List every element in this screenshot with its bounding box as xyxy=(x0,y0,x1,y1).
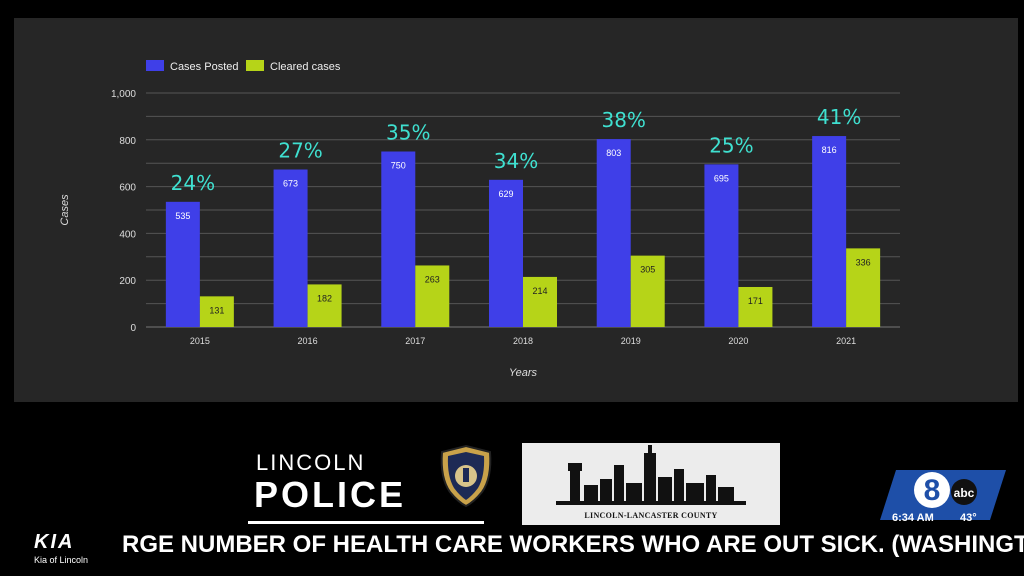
y-tick-label: 800 xyxy=(119,136,136,147)
bar-cleared-cases xyxy=(738,286,773,327)
bar-value-label: 214 xyxy=(532,286,547,296)
y-tick-label: 0 xyxy=(130,323,136,334)
bar-value-label: 629 xyxy=(498,189,513,199)
bar-value-label: 336 xyxy=(856,257,871,267)
lpd-underline xyxy=(248,521,484,524)
bar-value-label: 535 xyxy=(175,211,190,221)
bar-value-label: 305 xyxy=(640,265,655,275)
bar-cases-posted xyxy=(165,201,200,327)
bar-cases-posted xyxy=(596,139,631,327)
ticker-text: RGE NUMBER OF HEALTH CARE WORKERS WHO AR… xyxy=(122,531,1024,558)
bar-cases-posted xyxy=(381,151,416,327)
x-tick-label: 2019 xyxy=(621,336,641,346)
x-tick-label: 2021 xyxy=(836,336,856,346)
x-axis-label: Years xyxy=(509,367,538,379)
bar-cases-posted xyxy=(489,179,523,327)
clearance-percent-label: 35% xyxy=(386,121,430,145)
bar-value-label: 695 xyxy=(714,173,729,183)
kia-logo-icon: KIA xyxy=(34,531,75,553)
bar-value-label: 750 xyxy=(391,161,406,171)
clearance-percent-label: 27% xyxy=(278,139,322,163)
bar-cleared-cases xyxy=(199,296,234,327)
bar-cleared-cases xyxy=(846,248,881,327)
bar-value-label: 263 xyxy=(425,274,440,284)
news-ticker: RGE NUMBER OF HEALTH CARE WORKERS WHO AR… xyxy=(0,526,1024,564)
y-tick-label: 400 xyxy=(119,229,136,240)
legend-label-0: Cases Posted xyxy=(170,61,238,73)
bar-value-label: 803 xyxy=(606,148,621,158)
police-badge-icon xyxy=(440,444,492,508)
lpd-lincoln-text: LINCOLN xyxy=(256,450,366,475)
bar-cases-posted xyxy=(812,136,847,327)
lincoln-lancaster-county-logo: LINCOLN-LANCASTER COUNTY xyxy=(522,443,780,525)
svg-text:8: 8 xyxy=(924,474,941,507)
y-tick-label: 600 xyxy=(119,183,136,194)
bar-chart: 0 200 400 600 800 1,000 Cases Years Cases Posted… xyxy=(59,60,900,379)
bar-value-label: 182 xyxy=(317,293,332,303)
station-temperature: 43° xyxy=(960,512,977,524)
bar-cleared-cases xyxy=(523,276,557,327)
kia-sponsor-name: Kia of Lincoln xyxy=(34,555,89,565)
bar-cleared-cases xyxy=(307,284,342,327)
x-tick-label: 2015 xyxy=(190,336,210,346)
x-tick-label: 2018 xyxy=(513,336,533,346)
lincoln-police-logo: LINCOLN POLICE xyxy=(248,450,488,530)
bar-cleared-cases xyxy=(630,255,665,327)
chart-panel: 0 200 400 600 800 1,000 Cases Years Cases Posted… xyxy=(14,18,1018,402)
bar-cases-posted xyxy=(273,169,308,327)
x-tick-label: 2017 xyxy=(405,336,425,346)
x-tick-label: 2020 xyxy=(728,336,748,346)
legend-label-1: Cleared cases xyxy=(270,61,341,73)
bar-value-label: 673 xyxy=(283,179,298,189)
bar-value-label: 816 xyxy=(822,145,837,155)
clearance-percent-label: 25% xyxy=(709,133,753,157)
y-tick-label: 200 xyxy=(119,276,136,287)
county-label: LINCOLN-LANCASTER COUNTY xyxy=(584,511,718,520)
bar-value-label: 131 xyxy=(209,305,224,315)
legend-swatch-1 xyxy=(246,60,264,71)
clearance-percent-label: 38% xyxy=(601,108,645,132)
clearance-percent-label: 24% xyxy=(171,171,215,195)
bar-cases-posted xyxy=(704,164,739,327)
y-axis-label: Cases xyxy=(59,194,71,226)
skyline-icon xyxy=(556,445,746,505)
lpd-police-text: POLICE xyxy=(254,474,407,515)
bar-cleared-cases xyxy=(415,265,450,327)
8abc-station-logo: 8 abc xyxy=(880,470,1006,520)
clearance-percent-label: 34% xyxy=(494,149,538,173)
bar-value-label: 171 xyxy=(748,296,763,306)
svg-text:abc: abc xyxy=(954,486,975,500)
y-tick-label: 1,000 xyxy=(111,89,136,100)
legend-swatch-0 xyxy=(146,60,164,71)
x-tick-label: 2016 xyxy=(298,336,318,346)
station-time: 6:34 AM xyxy=(892,512,934,524)
clearance-percent-label: 41% xyxy=(817,105,861,129)
